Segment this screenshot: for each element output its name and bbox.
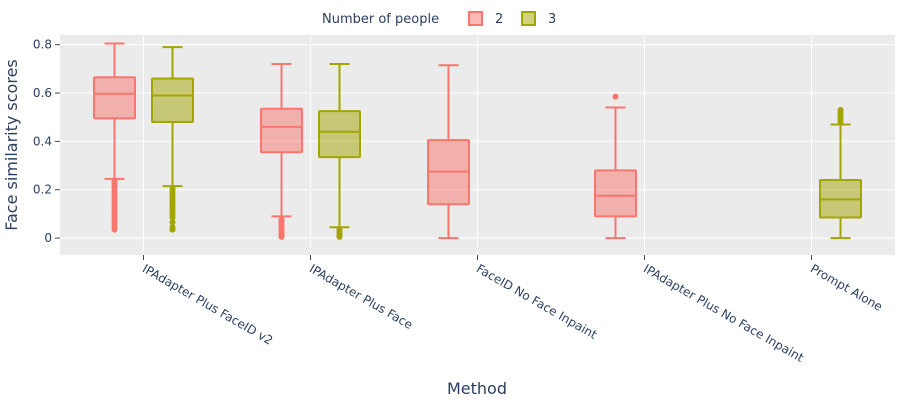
box-layer	[93, 42, 862, 240]
y-tick-label: 0.2	[33, 183, 52, 197]
outlier-point	[169, 224, 176, 231]
box-iqr	[594, 169, 637, 218]
box-series-2	[93, 42, 136, 233]
x-tick-label: IPAdapter Plus FaceID v2	[140, 261, 275, 347]
legend-item-3[interactable]: 3	[521, 11, 556, 27]
outlier-point	[336, 226, 343, 233]
outlier-point	[612, 93, 619, 100]
legend-swatch-3	[521, 11, 536, 26]
legend: Number of people 2 3	[322, 11, 556, 27]
box-series-3	[819, 106, 862, 240]
outlier-point	[111, 178, 118, 185]
box-series-3	[151, 46, 194, 233]
y-tick-label: 0	[44, 231, 52, 245]
x-tick-label: Prompt Alone	[808, 261, 885, 313]
grid-layer	[60, 35, 895, 255]
box-series-3	[318, 63, 361, 240]
legend-label-2: 2	[495, 12, 503, 27]
box-iqr	[151, 77, 194, 124]
outlier-point	[278, 216, 285, 223]
y-axis-title: Face similarity scores	[2, 59, 21, 231]
box-series-2	[427, 64, 470, 240]
box-iqr	[260, 107, 303, 154]
x-axis-title: Method	[447, 379, 507, 398]
box-series-2	[594, 93, 637, 240]
box-iqr	[318, 110, 361, 159]
box-iqr	[93, 76, 136, 120]
box-series-2	[260, 63, 303, 240]
outlier-point	[837, 106, 844, 113]
legend-title: Number of people	[322, 12, 439, 27]
legend-item-2[interactable]: 2	[468, 11, 503, 27]
outlier-point	[169, 185, 176, 192]
x-tick-label: IPAdapter Plus Face	[307, 261, 415, 332]
x-tick-label: FaceID No Face Inpaint	[474, 261, 600, 342]
y-tick-label: 0.4	[33, 134, 52, 148]
legend-label-3: 3	[548, 12, 556, 27]
legend-swatch-2	[468, 11, 483, 26]
y-tick-label: 0.8	[33, 38, 52, 52]
outlier-point	[169, 219, 176, 226]
y-tick-label: 0.6	[33, 86, 52, 100]
x-tick-label: IPAdapter Plus No Face Inpaint	[641, 261, 806, 365]
